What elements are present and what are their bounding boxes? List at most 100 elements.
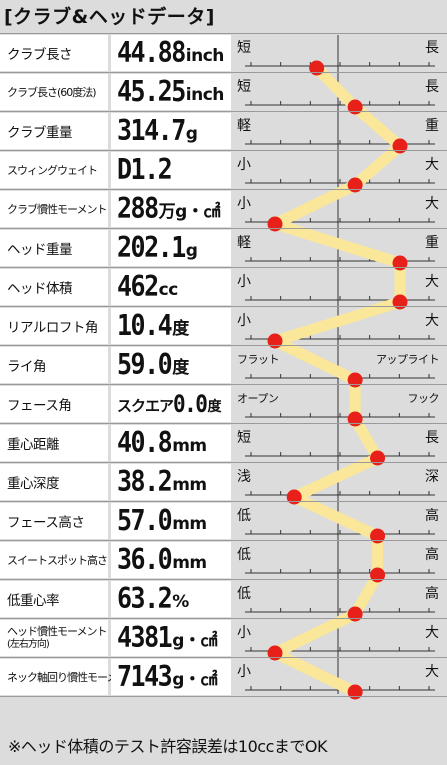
- data-row: リアルロフト角 10.4 度小大: [0, 308, 447, 344]
- row-label-text: 低重心率: [7, 593, 60, 609]
- row-label-text: ヘッド重量: [7, 242, 73, 258]
- data-row: 重心深度 38.2 mm 浅深: [0, 464, 447, 500]
- row-label: クラブ長さ(60度法): [0, 74, 108, 110]
- profile-point: [370, 528, 386, 544]
- row-label: フェース角: [0, 386, 108, 422]
- row-value: 202.1 g: [111, 230, 231, 266]
- scale-low-label: 短: [237, 430, 251, 446]
- scale-high-label: 重: [425, 118, 439, 134]
- row-divider: [0, 228, 447, 229]
- row-label: 低重心率: [0, 581, 108, 617]
- row-value-prefix: スクエア: [117, 397, 174, 415]
- scale-low-label: 短: [237, 79, 251, 95]
- row-divider: [0, 345, 447, 346]
- row-label: ヘッド慣性モーメント (左右方向): [0, 620, 108, 656]
- row-label-text: クラブ長さ: [7, 47, 73, 63]
- data-row: クラブ長さ 44.88 inch 短長: [0, 35, 447, 71]
- row-divider: [0, 579, 447, 580]
- scale-low-label: 小: [237, 625, 251, 641]
- scale-high-label: 大: [425, 196, 439, 212]
- data-row: クラブ長さ(60度法) 45.25 inch 短長: [0, 74, 447, 110]
- row-scale: 短長: [233, 74, 447, 110]
- scale-high-label: 長: [425, 40, 439, 56]
- row-label: ヘッド重量: [0, 230, 108, 266]
- data-row: フェース角 スクエア 0.0 度オープン フック: [0, 386, 447, 422]
- row-value-number: 202.1: [117, 230, 186, 265]
- data-row: ヘッド重量 202.1 g 軽重: [0, 230, 447, 266]
- row-value-number: 45.25: [117, 74, 186, 109]
- row-label-text: クラブ長さ(60度法): [7, 86, 97, 99]
- footnote: ※ヘッド体積のテスト許容誤差は10ccまでOK: [8, 737, 327, 756]
- row-value-unit: cc: [158, 280, 179, 300]
- scale-low-label: 小: [237, 274, 251, 290]
- scale-high-label: 大: [425, 274, 439, 290]
- scale-high-label: 高: [425, 508, 439, 524]
- row-value-unit: inch: [185, 46, 225, 66]
- row-label-text: フェース高さ: [7, 515, 85, 531]
- scale-low-label: 小: [237, 196, 251, 212]
- row-label-text: ネック軸回り慣性モーメント: [7, 671, 138, 684]
- row-label: スウィングウェイト: [0, 152, 108, 188]
- scale-low-label: 小: [237, 157, 251, 173]
- scale-low-label: フラット: [237, 353, 280, 366]
- row-label: 重心距離: [0, 425, 108, 461]
- row-value: 36.0 mm: [111, 542, 231, 578]
- row-value: 288 万g・㎠: [111, 191, 231, 227]
- row-label-text: スウィングウェイト: [7, 164, 98, 177]
- profile-point: [286, 489, 302, 505]
- scale-high-label: 高: [425, 547, 439, 563]
- row-divider: [0, 306, 447, 307]
- data-row: ライ角 59.0 度フラット アップライト: [0, 347, 447, 383]
- profile-point: [347, 99, 363, 115]
- row-divider: [0, 657, 447, 658]
- data-row: ヘッド慣性モーメント (左右方向) 4381 g・㎠ 小 大: [0, 620, 447, 656]
- row-value: 59.0 度: [111, 347, 231, 383]
- row-scale: 軽重: [233, 113, 447, 149]
- scale-high-label: 深: [425, 469, 439, 485]
- row-value-unit: 度: [172, 319, 189, 339]
- row-label-text: 重心距離: [7, 437, 60, 453]
- data-row: フェース高さ 57.0 mm 低高: [0, 503, 447, 539]
- row-scale: フラット アップライト: [233, 347, 447, 383]
- row-label: ライ角: [0, 347, 108, 383]
- scale-low-label: 軽: [237, 118, 251, 134]
- row-value: 63.2%: [111, 581, 231, 617]
- profile-point: [267, 645, 283, 661]
- row-value-unit: %: [172, 592, 189, 612]
- scale-high-label: 大: [425, 625, 439, 641]
- row-label-text: ヘッド慣性モーメント: [7, 625, 108, 638]
- row-value: 7143 g・㎠: [111, 659, 231, 695]
- row-scale: 小大: [233, 269, 447, 305]
- row-label-sub: (左右方向): [7, 639, 50, 650]
- row-value-unit: g・㎠: [172, 631, 217, 651]
- scale-low-label: 軽: [237, 235, 251, 251]
- data-row: 重心距離 40.8 mm 短長: [0, 425, 447, 461]
- scale-high-label: 長: [425, 79, 439, 95]
- row-divider: [0, 384, 447, 385]
- scale-high-label: 高: [425, 586, 439, 602]
- row-label: 重心深度: [0, 464, 108, 500]
- row-divider: [0, 111, 447, 112]
- row-divider: [0, 150, 447, 151]
- row-scale: 小大: [233, 152, 447, 188]
- profile-point: [347, 684, 363, 700]
- row-value-unit: mm: [172, 514, 207, 534]
- scale-high-label: 大: [425, 157, 439, 173]
- row-scale: オープン フック: [233, 386, 447, 422]
- row-label: リアルロフト角: [0, 308, 108, 344]
- scale-high-label: 大: [425, 313, 439, 329]
- row-value-number: 4381: [117, 620, 173, 655]
- profile-point: [267, 333, 283, 349]
- row-value-number: 462: [117, 269, 159, 304]
- row-value-number: 38.2: [117, 464, 173, 499]
- row-divider: [0, 501, 447, 502]
- profile-point: [370, 567, 386, 583]
- row-value: 40.8 mm: [111, 425, 231, 461]
- row-value-unit: 万g・㎠: [158, 202, 221, 222]
- row-label-text: フェース角: [7, 398, 72, 414]
- row-value-number: 63.2: [117, 581, 173, 616]
- profile-point: [309, 60, 325, 76]
- row-label: フェース高さ: [0, 503, 108, 539]
